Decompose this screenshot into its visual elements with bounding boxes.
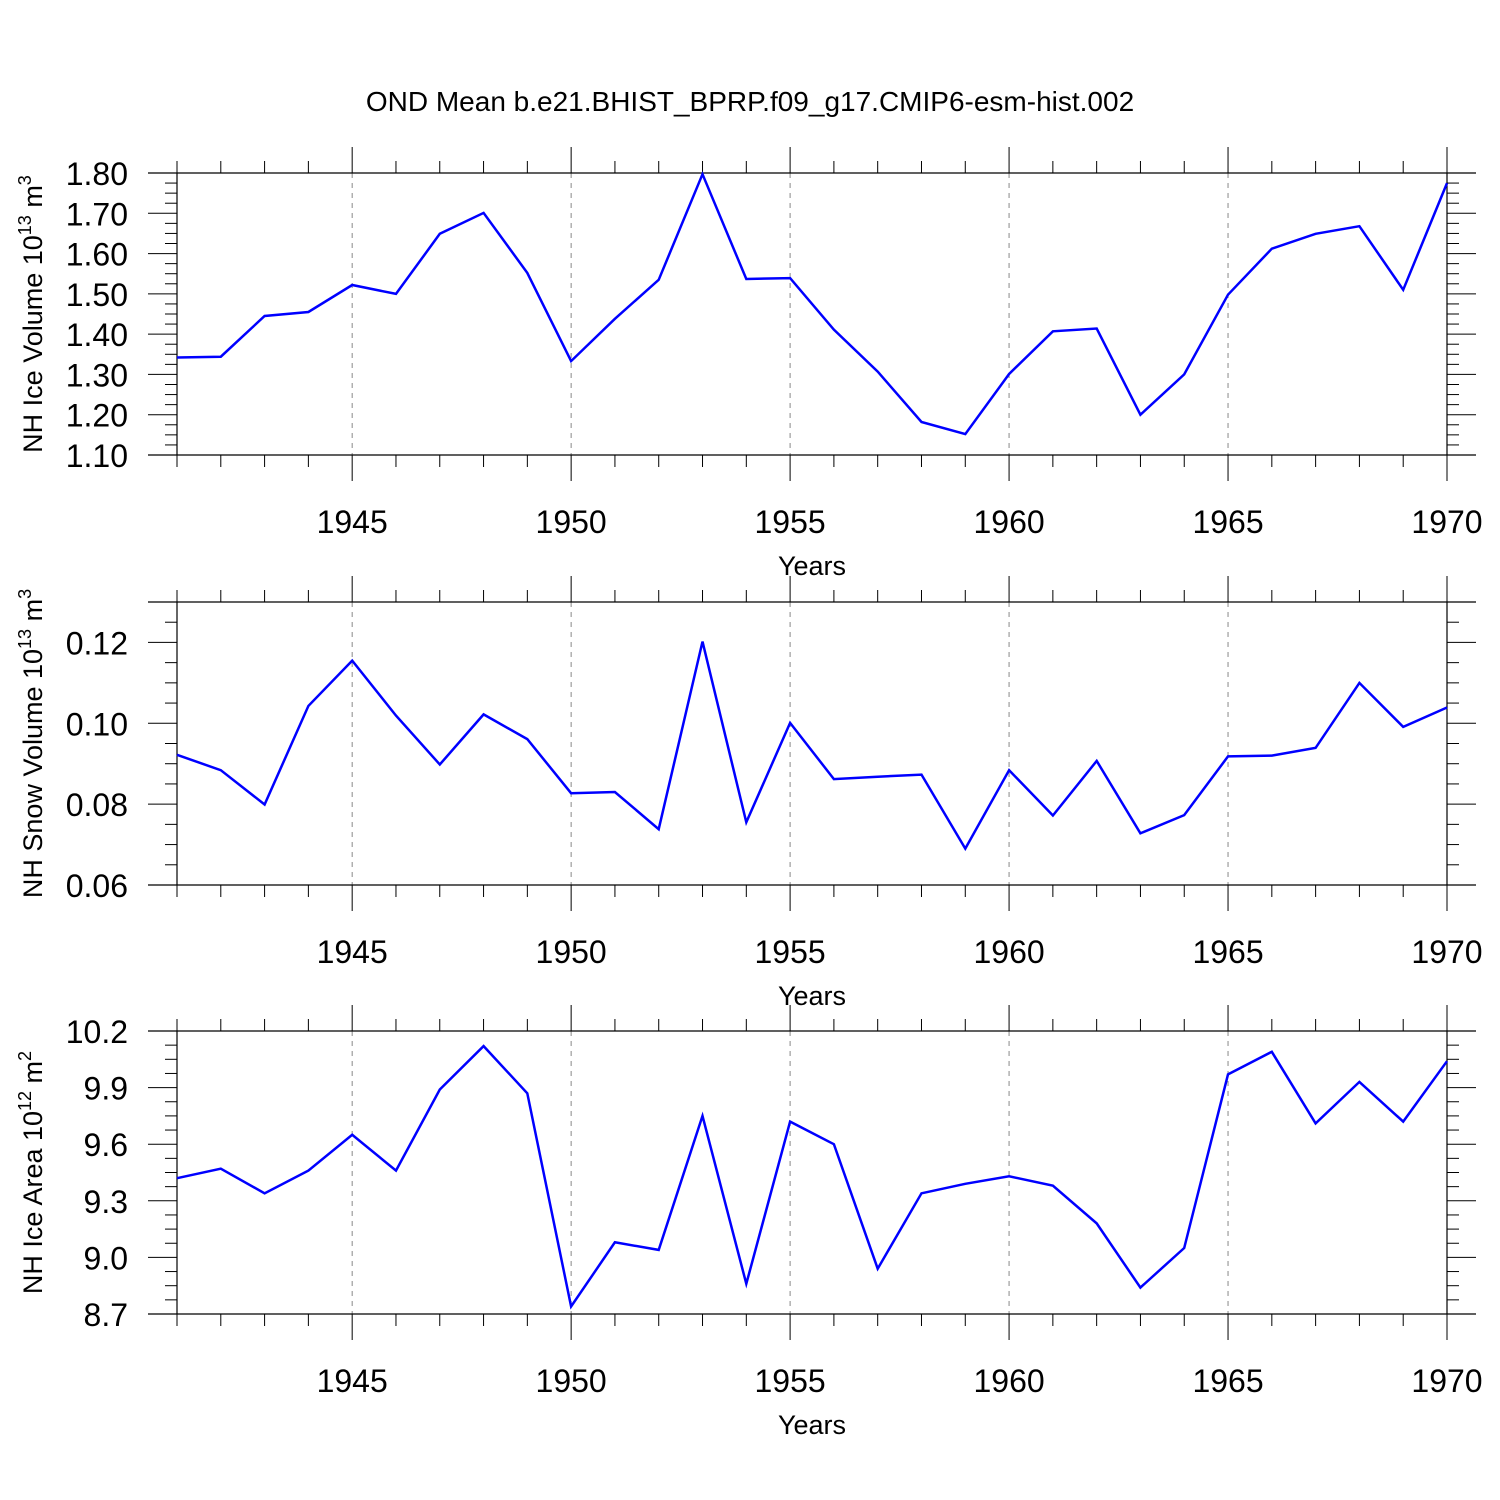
x-tick-label: 1955 [755, 1363, 826, 1399]
y-tick-label: 1.30 [66, 357, 128, 393]
x-tick-label: 1955 [755, 504, 826, 540]
y-tick-label: 1.70 [66, 196, 128, 232]
chart-panels: 1.10 1.20 1.30 1.40 1.50 1.60 1.70 1.80 1945 1950… [15, 147, 1483, 1440]
figure-title: OND Mean b.e21.BHIST_BPRP.f09_g17.CMIP6-… [366, 86, 1134, 117]
x-tick-label: 1950 [536, 504, 607, 540]
x-tick-label: 1965 [1192, 504, 1263, 540]
x-tick-label: 1950 [536, 1363, 607, 1399]
chart-panel-snow-volume: 0.06 0.08 0.10 0.12 1945 1950 1955 1960 1965 1970… [15, 576, 1483, 1011]
chart-panel-ice-area: 8.7 9.0 9.3 9.6 9.9 10.2 1945 1950 1955 1960 1965 1… [15, 1005, 1483, 1440]
x-tick-label: 1965 [1192, 934, 1263, 970]
y-axis-label: NH Ice Area 1012 m2 [15, 1051, 48, 1294]
chart-panel-ice-volume: 1.10 1.20 1.30 1.40 1.50 1.60 1.70 1.80 1945 1950… [15, 147, 1483, 581]
x-tick-label: 1950 [536, 934, 607, 970]
x-tick-label: 1965 [1192, 1363, 1263, 1399]
x-tick-label: 1945 [317, 504, 388, 540]
x-axis-label: Years [778, 1410, 846, 1440]
x-tick-label: 1945 [317, 1363, 388, 1399]
x-tick-label: 1945 [317, 934, 388, 970]
x-axis-label: Years [778, 981, 846, 1011]
y-tick-label: 1.60 [66, 237, 128, 273]
x-tick-label: 1970 [1411, 934, 1482, 970]
series-line-ice-volume [176, 170, 1449, 436]
y-tick-label: 1.80 [66, 156, 128, 192]
y-tick-label: 0.10 [66, 706, 128, 742]
x-tick-label: 1955 [755, 934, 826, 970]
y-tick-label: 8.7 [84, 1297, 128, 1333]
y-axis-label: NH Ice Volume 1013 m3 [15, 175, 48, 453]
y-tick-label: 9.0 [84, 1240, 128, 1276]
y-tick-label: 0.06 [66, 868, 128, 904]
series-line-ice-area [176, 1044, 1449, 1310]
x-tick-label: 1960 [973, 1363, 1044, 1399]
x-axis-label: Years [778, 551, 846, 581]
y-tick-label: 0.08 [66, 787, 128, 823]
y-tick-label: 9.3 [84, 1184, 128, 1220]
y-tick-label: 10.2 [66, 1014, 128, 1050]
series-line-snow-volume [176, 641, 1448, 852]
x-tick-label: 1960 [973, 504, 1044, 540]
x-tick-label: 1960 [973, 934, 1044, 970]
y-tick-label: 1.20 [66, 398, 128, 434]
y-tick-label: 0.12 [66, 625, 128, 661]
y-axis-label: NH Snow Volume 1013 m3 [15, 589, 48, 898]
y-tick-label: 1.40 [66, 317, 128, 353]
y-tick-label: 1.50 [66, 277, 128, 313]
y-tick-label: 1.10 [66, 438, 128, 474]
x-tick-label: 1970 [1411, 1363, 1482, 1399]
y-tick-label: 9.6 [84, 1127, 128, 1163]
x-tick-label: 1970 [1411, 504, 1482, 540]
y-tick-label: 9.9 [84, 1071, 128, 1107]
